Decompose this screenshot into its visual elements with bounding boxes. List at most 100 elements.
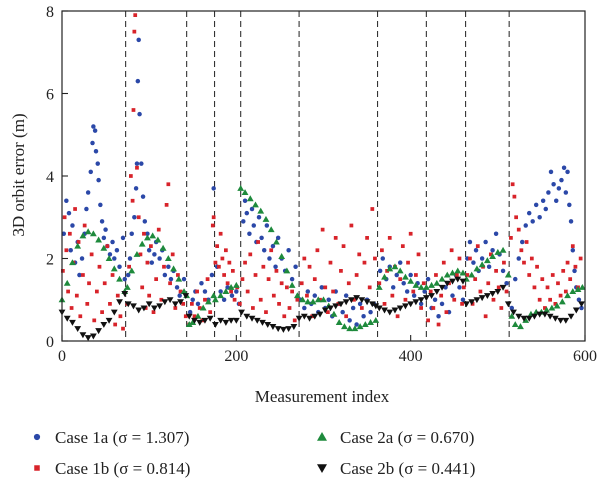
data-point-square (190, 302, 194, 306)
data-point-circle (483, 239, 488, 245)
data-point-square (408, 231, 413, 236)
data-point-square (279, 281, 284, 286)
data-point-square (428, 289, 433, 294)
data-point-circle (136, 37, 141, 43)
data-point-square (240, 277, 245, 281)
data-point-circle (422, 289, 427, 294)
data-point-circle (361, 314, 366, 319)
data-point-circle (68, 248, 73, 253)
data-point-circle (460, 297, 466, 302)
data-point-triangle-up (548, 304, 556, 311)
data-point-circle (408, 272, 413, 278)
legend-label: Case 2a (σ = 0.670) (340, 428, 474, 447)
data-point-triangle-up (317, 432, 327, 441)
data-point-triangle-up (578, 283, 586, 290)
data-point-square (164, 203, 169, 207)
data-point-triangle-down (317, 464, 327, 473)
data-point-square (519, 248, 524, 253)
legend-entry: Case 2a (σ = 0.670) (317, 428, 474, 447)
data-point-square (362, 260, 367, 265)
data-point-circle (509, 305, 515, 311)
data-point-triangle-up (138, 240, 146, 247)
data-point-circle (99, 219, 105, 224)
data-point-square (176, 273, 180, 277)
data-point-square (556, 281, 560, 286)
data-point-circle (88, 169, 93, 175)
data-point-circle (286, 248, 291, 253)
data-point-circle (556, 186, 562, 191)
data-point-triangle-down (551, 315, 559, 322)
data-point-triangle-down (95, 328, 103, 335)
data-point-square (256, 240, 260, 244)
data-point-triangle-down (182, 293, 190, 300)
data-point-square (197, 306, 202, 310)
axes: 0 200 400 600 0 2 4 6 8 (46, 4, 597, 365)
data-point-circle (249, 206, 255, 212)
data-point-triangle-up (116, 275, 123, 282)
data-point-square (183, 314, 188, 319)
data-point-circle (234, 289, 239, 294)
data-point-square (565, 260, 570, 265)
data-point-circle (211, 186, 216, 191)
data-point-square (131, 108, 136, 112)
data-point-circle (565, 169, 570, 175)
data-point-square (210, 223, 215, 228)
data-point-square (159, 297, 164, 302)
data-point-triangle-down (116, 299, 123, 306)
data-point-circle (520, 239, 525, 245)
data-point-triangle-up (232, 281, 240, 288)
data-point-triangle-up (391, 263, 399, 270)
data-point-square (115, 293, 120, 298)
data-point-square (452, 297, 457, 302)
data-point-circle (394, 272, 399, 278)
data-point-triangle-down (536, 311, 544, 318)
data-point-square (277, 302, 281, 306)
data-point-triangle-up (483, 257, 491, 264)
data-point-circle (122, 276, 127, 282)
data-point-triangle-up (396, 267, 404, 274)
data-point-circle (551, 182, 556, 187)
data-point-triangle-up (459, 269, 467, 276)
data-point-circle (66, 210, 72, 216)
data-point-square (346, 281, 351, 286)
data-point-circle (500, 268, 506, 274)
data-point-triangle-up (478, 261, 486, 268)
data-point-circle (93, 149, 99, 154)
data-point-square (400, 244, 405, 248)
data-point-circle (85, 190, 91, 195)
legend-entry: Case 1a (σ = 1.307) (33, 428, 189, 447)
data-point-circle (149, 260, 155, 265)
data-point-square (66, 289, 70, 294)
data-point-square (73, 207, 77, 211)
data-point-circle (202, 289, 208, 294)
data-point-square (558, 293, 563, 298)
data-point-triangle-up (252, 201, 259, 208)
data-point-triangle-down (494, 288, 502, 295)
data-point-triangle-up (508, 312, 516, 319)
data-point-square (470, 302, 475, 306)
data-point-square (325, 310, 330, 314)
data-point-square (269, 248, 274, 253)
data-point-circle (181, 276, 187, 282)
data-point-circle (391, 285, 396, 290)
x-axis-title: Measurement index (255, 387, 390, 406)
data-point-square (454, 273, 459, 277)
data-point-triangle-up (367, 319, 374, 325)
data-point-triangle-up (428, 281, 435, 288)
data-point-triangle-down (337, 301, 345, 308)
data-point-square (245, 289, 250, 294)
data-point-square (147, 293, 152, 298)
data-point-triangle-down (196, 319, 204, 326)
data-point-square (380, 248, 384, 253)
data-point-circle (479, 256, 485, 261)
data-point-triangle-up (237, 184, 245, 191)
data-point-triangle-up (402, 273, 409, 280)
data-point-square (205, 277, 210, 281)
data-point-square (444, 310, 449, 314)
series-circle (61, 37, 584, 327)
data-point-circle (137, 111, 142, 117)
data-point-triangle-down (145, 301, 153, 308)
data-point-triangle-down (217, 317, 225, 324)
data-point-triangle-down (300, 313, 308, 320)
data-point-triangle-down (541, 311, 549, 318)
